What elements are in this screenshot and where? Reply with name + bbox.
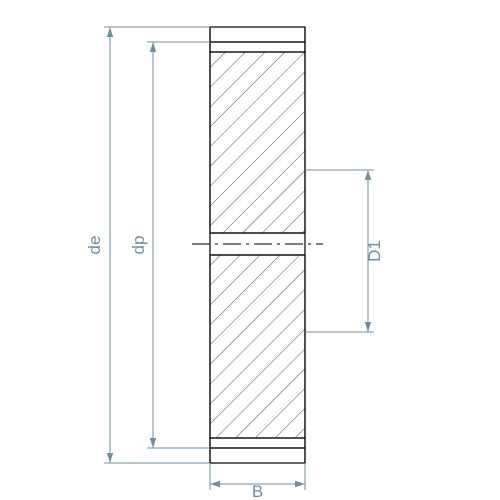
dim-de-label: de: [85, 236, 104, 255]
dim-d1-label: D1: [365, 240, 384, 262]
hatched-lower: [210, 255, 305, 438]
hatched-upper: [210, 52, 305, 233]
gear-cross-section: [210, 27, 305, 463]
dim-dp-label: dp: [129, 236, 148, 255]
dim-b-label: B: [252, 482, 263, 500]
